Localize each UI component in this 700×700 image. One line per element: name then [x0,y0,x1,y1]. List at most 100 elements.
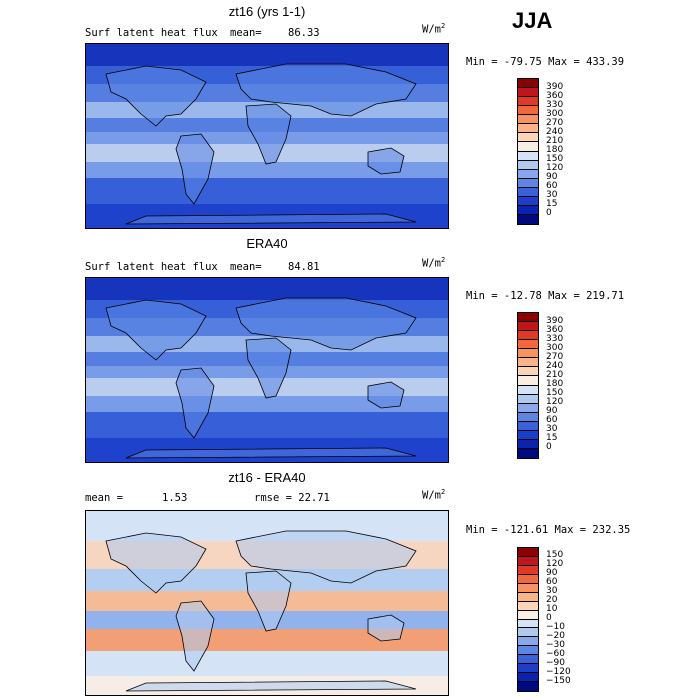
panel-1-map-svg [86,44,448,228]
map-field-band [86,278,448,300]
colorbar-swatch [518,592,538,602]
colorbar-swatch [518,160,538,170]
coastline [125,213,417,225]
colorbar-tick-label: 360 [546,90,564,101]
panel-3-mean-value: 1.53 [162,492,188,504]
colorbar-swatch [518,664,538,674]
panel-3-units: W/m2 [422,488,446,502]
colorbar-tick-label: 15 [546,433,558,444]
colorbar-swatch [518,313,538,323]
colorbar-tick-label: 150 [546,154,564,165]
colorbar-tick-label: 60 [546,181,558,192]
colorbar-tick-label: 180 [546,145,564,155]
colorbar-swatch [518,655,538,665]
colorbar-swatch [518,79,538,89]
colorbar-tick-label: 30 [546,190,558,201]
panel-1-map [85,43,449,229]
panel-3-title: zt16 - ERA40 [228,470,306,485]
coastline [125,447,417,459]
colorbar-tick-label: 60 [546,577,558,588]
map-field-band [86,162,448,178]
colorbar-swatch [518,583,538,593]
panel-3-mean-label: mean = [85,492,123,504]
colorbar-tick-label: 150 [546,550,564,561]
panel-1-title: zt16 (yrs 1-1) [228,4,306,19]
colorbar-tick-label: −60 [546,648,565,659]
colorbar-swatch [518,367,538,377]
colorbar-swatch [518,88,538,98]
panel-2-range: Min = -12.78 Max = 219.71 [466,290,625,302]
colorbar-swatch [518,574,538,584]
colorbar-tick-label: 30 [546,586,558,597]
colorbar-tick-label: −30 [546,639,565,650]
colorbar-swatch [518,322,538,332]
map-field-band [86,629,448,651]
colorbar-swatch [518,115,538,125]
colorbar-tick-label: 180 [546,379,564,389]
panel-1-range: Min = -79.75 Max = 433.39 [466,56,625,68]
panel-2-stat-label: mean= [230,261,262,273]
colorbar-swatch [518,601,538,611]
colorbar-tick-label: 20 [546,595,558,606]
panel-1-stat-label: mean= [230,27,262,39]
colorbar-swatch [518,673,538,683]
colorbar-swatch [518,376,538,386]
colorbar-tick-label: −150 [546,675,571,686]
panel-1-variable: Surf latent heat flux [85,27,218,39]
panel-1-units: W/m2 [422,22,446,36]
colorbar-swatch [518,196,538,206]
colorbar-tick-label: 120 [546,559,564,570]
panel-1-stat-value: 86.33 [288,27,320,39]
colorbar-tick-label: 120 [546,163,564,174]
coastline [245,103,292,165]
colorbar-tick-label: −120 [546,666,571,677]
colorbar-tick-label: −10 [546,621,565,632]
colorbar-swatch [518,421,538,431]
panel-2-colorbar [517,312,539,459]
panel-3-range: Min = -121.61 Max = 232.35 [466,524,631,536]
panel-1-colorbar [517,78,539,225]
colorbar-tick-label: 240 [546,126,564,137]
panel-2-stat-value: 84.81 [288,261,320,273]
colorbar-tick-label: 60 [546,415,558,426]
colorbar-swatch [518,646,538,656]
colorbar-swatch [518,205,538,215]
coastline [235,530,417,584]
colorbar-swatch [518,403,538,413]
colorbar-tick-label: −90 [546,657,565,668]
panel-2-variable: Surf latent heat flux [85,261,218,273]
colorbar-tick-label: 30 [546,424,558,435]
panel-2-units: W/m2 [422,256,446,270]
coastline [175,600,215,672]
colorbar-swatch [518,214,538,224]
colorbar-swatch [518,385,538,395]
colorbar-tick-label: 0 [546,208,552,219]
colorbar-swatch [518,124,538,134]
colorbar-swatch [518,439,538,449]
coastline [105,532,207,594]
colorbar-swatch [518,548,538,557]
panel-3-rmse: rmse = 22.71 [254,492,330,504]
colorbar-tick-label: 10 [546,604,558,615]
coastline [367,147,405,175]
map-field-band [86,412,448,438]
colorbar-tick-label: 120 [546,397,564,408]
map-field-band [86,44,448,66]
colorbar-tick-label: 330 [546,333,564,344]
colorbar-swatch [518,106,538,116]
colorbar-tick-label: 15 [546,199,558,210]
panel-2-title: ERA40 [246,236,288,251]
colorbar-swatch [518,142,538,152]
panel-3-map-svg [86,511,448,695]
coastline [367,614,405,642]
colorbar-swatch [518,412,538,422]
coastline [235,63,417,117]
colorbar-swatch [518,628,538,638]
colorbar-swatch [518,97,538,107]
panel-2-map-svg [86,278,448,462]
coastline [235,297,417,351]
colorbar-swatch [518,187,538,197]
colorbar-swatch [518,682,538,691]
colorbar-swatch [518,340,538,350]
colorbar-swatch [518,331,538,341]
